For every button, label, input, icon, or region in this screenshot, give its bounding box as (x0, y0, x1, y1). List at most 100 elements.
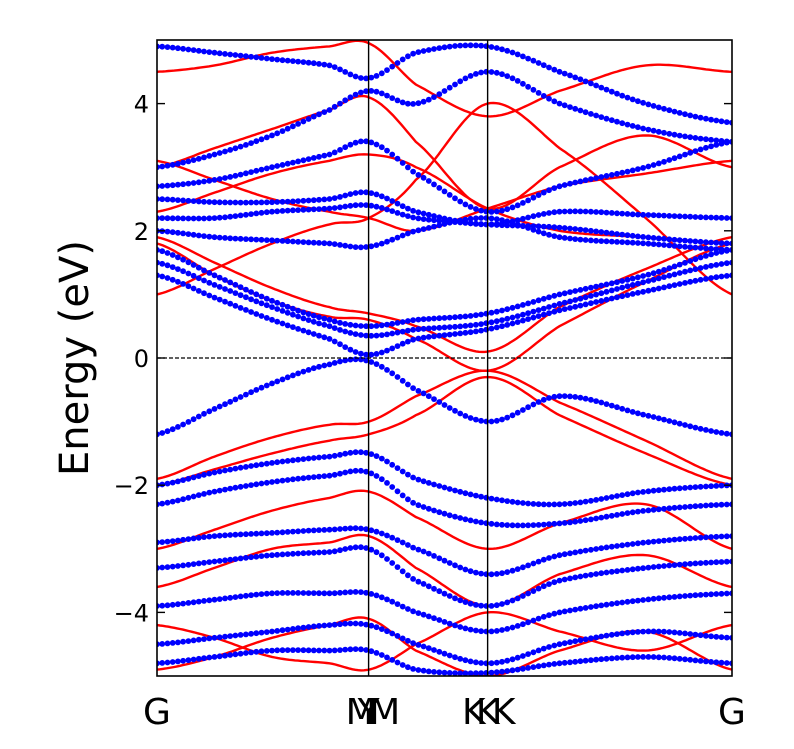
blue-band-point (499, 317, 505, 323)
blue-band-point (478, 221, 484, 228)
blue-band-point (290, 58, 296, 64)
blue-band-point (467, 670, 474, 676)
blue-band-point (588, 516, 594, 523)
blue-band-point (650, 487, 657, 494)
blue-band-point (263, 165, 270, 172)
blue-band-point (608, 494, 615, 500)
blue-band-point (190, 272, 197, 279)
blue-band-point (692, 560, 699, 567)
blue-band-point (483, 68, 490, 75)
blue-band-point (671, 131, 678, 138)
blue-band-point (514, 51, 521, 58)
blue-band-point (420, 504, 427, 510)
blue-band-point (373, 473, 380, 479)
blue-band-point (655, 538, 662, 544)
blue-band-point (582, 636, 589, 643)
blue-band-point (399, 99, 406, 106)
blue-band-point (237, 555, 244, 562)
blue-band-point (603, 513, 610, 520)
blue-band-point (551, 233, 558, 240)
blue-band-point (535, 223, 542, 230)
blue-band-point (692, 535, 699, 541)
blue-band-point (248, 199, 255, 206)
blue-band-point (211, 469, 218, 476)
blue-band-point (525, 316, 531, 322)
blue-band-point (389, 534, 396, 541)
blue-band-point (530, 617, 537, 624)
blue-band-point (253, 530, 260, 537)
blue-band-point (300, 315, 307, 322)
blue-band-point (227, 532, 234, 538)
blue-band-point (227, 288, 234, 294)
blue-band-point (551, 501, 558, 508)
blue-band-point (342, 69, 349, 75)
blue-band-point (577, 573, 584, 580)
blue-band-point (556, 224, 563, 231)
blue-band-series (157, 138, 732, 215)
blue-band-point (488, 309, 495, 316)
blue-band-point (718, 246, 725, 253)
blue-band-point (425, 583, 432, 590)
blue-band-point (572, 105, 579, 112)
blue-band-point (399, 160, 406, 166)
blue-band-point (347, 94, 354, 101)
blue-band-point (708, 245, 714, 252)
blue-band-point (425, 325, 432, 332)
blue-band-point (175, 45, 181, 52)
blue-band-point (640, 411, 646, 418)
blue-band-point (650, 595, 657, 602)
blue-band-point (723, 260, 730, 267)
blue-band-point (274, 199, 281, 205)
blue-band-point (619, 567, 626, 574)
blue-band-point (488, 669, 495, 676)
blue-band-point (561, 659, 568, 666)
blue-band-point (697, 425, 704, 432)
blue-band-point (687, 149, 694, 156)
blue-band-point (363, 88, 369, 95)
blue-band-point (478, 493, 484, 500)
blue-band-point (321, 590, 328, 597)
blue-band-point (201, 215, 207, 222)
blue-band-point (227, 147, 234, 153)
blue-band-point (619, 293, 626, 300)
blue-band-point (457, 198, 464, 205)
blue-band-point (243, 170, 249, 177)
blue-band-point (567, 208, 573, 215)
blue-band-point (384, 556, 390, 562)
blue-band-point (572, 606, 579, 613)
blue-band-point (598, 298, 605, 304)
blue-band-point (546, 612, 552, 619)
blue-band-point (708, 534, 714, 540)
y-tick-label: 4 (134, 91, 149, 119)
blue-band-point (180, 600, 187, 607)
blue-band-point (410, 317, 416, 324)
blue-band-point (473, 659, 479, 666)
blue-band-point (415, 476, 422, 483)
blue-band-point (697, 135, 704, 142)
blue-band-point (394, 234, 401, 241)
blue-band-point (666, 107, 673, 114)
blue-band-point (164, 196, 171, 203)
blue-band-point (274, 237, 281, 244)
blue-band-point (175, 229, 181, 236)
blue-band-point (274, 299, 281, 306)
blue-band-point (410, 168, 416, 175)
blue-band-point (650, 628, 657, 635)
blue-band-point (310, 197, 317, 204)
blue-band-point (222, 532, 228, 539)
blue-band-point (216, 214, 223, 221)
blue-band-point (661, 505, 667, 512)
blue-band-point (300, 206, 307, 213)
blue-band-point (551, 98, 558, 105)
blue-band-point (368, 351, 375, 358)
blue-band-point (499, 601, 505, 607)
blue-band-point (248, 140, 255, 147)
blue-band-point (441, 315, 448, 321)
blue-band-point (446, 314, 453, 321)
blue-band-point (405, 338, 411, 345)
blue-band-point (164, 182, 171, 189)
blue-band-point (295, 121, 301, 127)
blue-band-point (535, 307, 542, 313)
blue-band-point (420, 316, 427, 323)
blue-band-point (452, 331, 458, 337)
